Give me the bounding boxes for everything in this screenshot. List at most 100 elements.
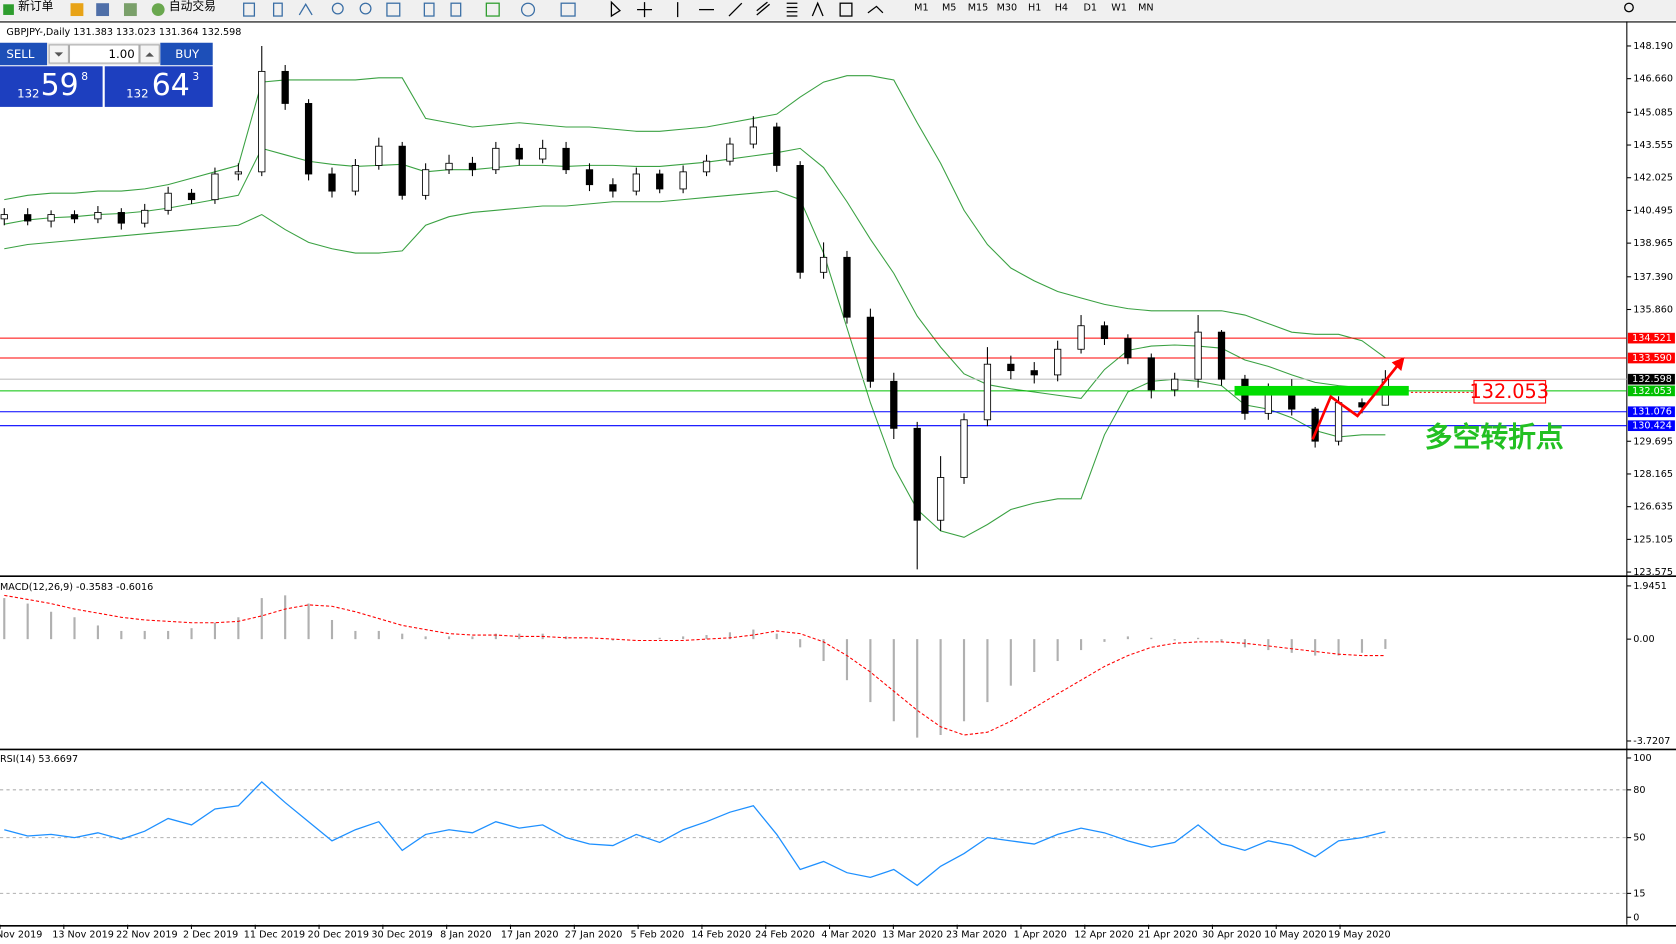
icon[interactable] xyxy=(867,5,884,14)
icon[interactable] xyxy=(386,2,401,17)
sell-label[interactable]: SELL xyxy=(6,47,34,61)
candle-body xyxy=(562,147,570,171)
icon[interactable] xyxy=(359,2,372,15)
x-tick-label: 22 Nov 2019 xyxy=(116,929,178,940)
auto-trading-button[interactable]: 自动交易 xyxy=(169,0,216,13)
candle-body xyxy=(0,214,8,220)
candle-body xyxy=(47,214,55,222)
icon[interactable] xyxy=(560,2,576,17)
x-tick-label: 27 Jan 2020 xyxy=(565,929,623,940)
timeframe-button[interactable]: M1 xyxy=(914,2,928,13)
icon[interactable] xyxy=(70,3,84,17)
x-tick-label: 1 Apr 2020 xyxy=(1014,929,1067,940)
y-tick-label: 137.390 xyxy=(1633,272,1673,283)
candle-body xyxy=(539,147,547,160)
icon[interactable] xyxy=(1624,2,1634,13)
x-tick-label: 11 Dec 2019 xyxy=(244,929,305,940)
price-tag xyxy=(1627,373,1675,385)
candle-body xyxy=(983,363,992,421)
toolbar: 新订单 自动交易 xyxy=(0,0,1676,21)
candle-body xyxy=(702,160,711,173)
icon[interactable] xyxy=(123,3,137,17)
y-tick-label: 100 xyxy=(1633,753,1651,764)
toolbar-bg xyxy=(0,0,1676,21)
icon[interactable] xyxy=(298,3,313,16)
icon[interactable] xyxy=(450,2,462,17)
sell-price-box[interactable] xyxy=(0,66,103,107)
price-tag-label: 134.521 xyxy=(1632,333,1672,344)
price-tag xyxy=(1627,406,1675,418)
icon[interactable] xyxy=(243,2,256,17)
y-tick-label: 146.660 xyxy=(1633,74,1673,85)
x-tick-label: 5 Feb 2020 xyxy=(631,929,685,940)
sell-price-main: 59 xyxy=(41,68,79,103)
price-box xyxy=(1473,380,1547,404)
timeframe-button[interactable]: M5 xyxy=(942,2,956,13)
candle-body xyxy=(1147,357,1155,391)
price-box-label: 132.053 xyxy=(1469,380,1549,403)
new-order-button[interactable]: 新订单 xyxy=(18,0,53,13)
candle-body xyxy=(515,147,523,160)
icon[interactable] xyxy=(839,2,853,17)
y-tick-label: 128.165 xyxy=(1633,469,1673,480)
candle-body xyxy=(679,171,687,190)
icon[interactable] xyxy=(811,1,824,17)
icon[interactable] xyxy=(3,4,14,15)
candle-body xyxy=(117,212,125,224)
timeframe-button[interactable]: H4 xyxy=(1055,2,1068,13)
timeframe-button[interactable]: M30 xyxy=(997,2,1018,13)
y-tick-label: 135.860 xyxy=(1633,304,1673,315)
sell-button[interactable] xyxy=(0,42,48,66)
timeframe-button[interactable]: M15 xyxy=(968,2,989,13)
timeframe-button[interactable]: MN xyxy=(1138,2,1153,13)
buy-label[interactable]: BUY xyxy=(175,47,200,61)
y-tick-label: 126.635 xyxy=(1633,502,1673,513)
x-tick-label: 10 May 2020 xyxy=(1264,929,1327,940)
candle-body xyxy=(656,173,664,190)
candle-body xyxy=(445,162,453,171)
candle-body xyxy=(421,169,430,196)
icon[interactable] xyxy=(637,2,653,18)
icon[interactable] xyxy=(272,2,283,17)
icon[interactable] xyxy=(96,3,110,17)
x-tick-label: 24 Feb 2020 xyxy=(755,929,815,940)
candle-body xyxy=(187,192,196,201)
icon[interactable] xyxy=(728,2,743,17)
y-tick-label: 123.575 xyxy=(1633,567,1673,578)
price-tag-label: 130.424 xyxy=(1632,421,1672,432)
candle-body xyxy=(913,427,921,521)
volume-input[interactable] xyxy=(68,44,140,64)
timeframe-button[interactable]: W1 xyxy=(1111,2,1127,13)
highlight-bar xyxy=(1234,385,1409,396)
icon[interactable] xyxy=(756,1,771,16)
indicator-title: GBPJPY-,Daily 131.383 133.023 131.364 13… xyxy=(6,27,241,38)
icon[interactable] xyxy=(151,3,165,17)
arrow-icon xyxy=(54,52,64,57)
y-tick-label: 138.965 xyxy=(1633,238,1673,249)
buy-price-box[interactable] xyxy=(104,66,213,107)
icon[interactable] xyxy=(485,2,500,17)
indicator-title: RSI(14) 53.6697 xyxy=(0,754,78,765)
candle-body xyxy=(1171,378,1179,391)
annotation-text: 多空转折点 xyxy=(1425,420,1564,453)
icon[interactable] xyxy=(610,0,621,18)
icon[interactable] xyxy=(423,2,435,17)
candle-body xyxy=(585,169,594,186)
candle-body xyxy=(258,70,266,173)
candle-body xyxy=(726,143,734,162)
x-tick-label: 2 Dec 2019 xyxy=(183,929,238,940)
icon[interactable] xyxy=(786,2,798,17)
volume-value[interactable]: 1.00 xyxy=(109,47,135,61)
y-tick-label: 15 xyxy=(1633,888,1645,899)
icon[interactable] xyxy=(520,2,536,17)
candle-body xyxy=(773,126,781,166)
candle-body xyxy=(843,256,851,318)
candle-body xyxy=(1077,325,1085,350)
timeframe-button[interactable]: D1 xyxy=(1083,2,1097,13)
timeframe-button[interactable]: H1 xyxy=(1028,2,1041,13)
sell-price-small: 8 xyxy=(81,70,88,83)
candle-body xyxy=(24,214,32,222)
band-lower xyxy=(4,190,1386,538)
icon[interactable] xyxy=(331,2,344,15)
buy-button[interactable] xyxy=(160,42,213,66)
